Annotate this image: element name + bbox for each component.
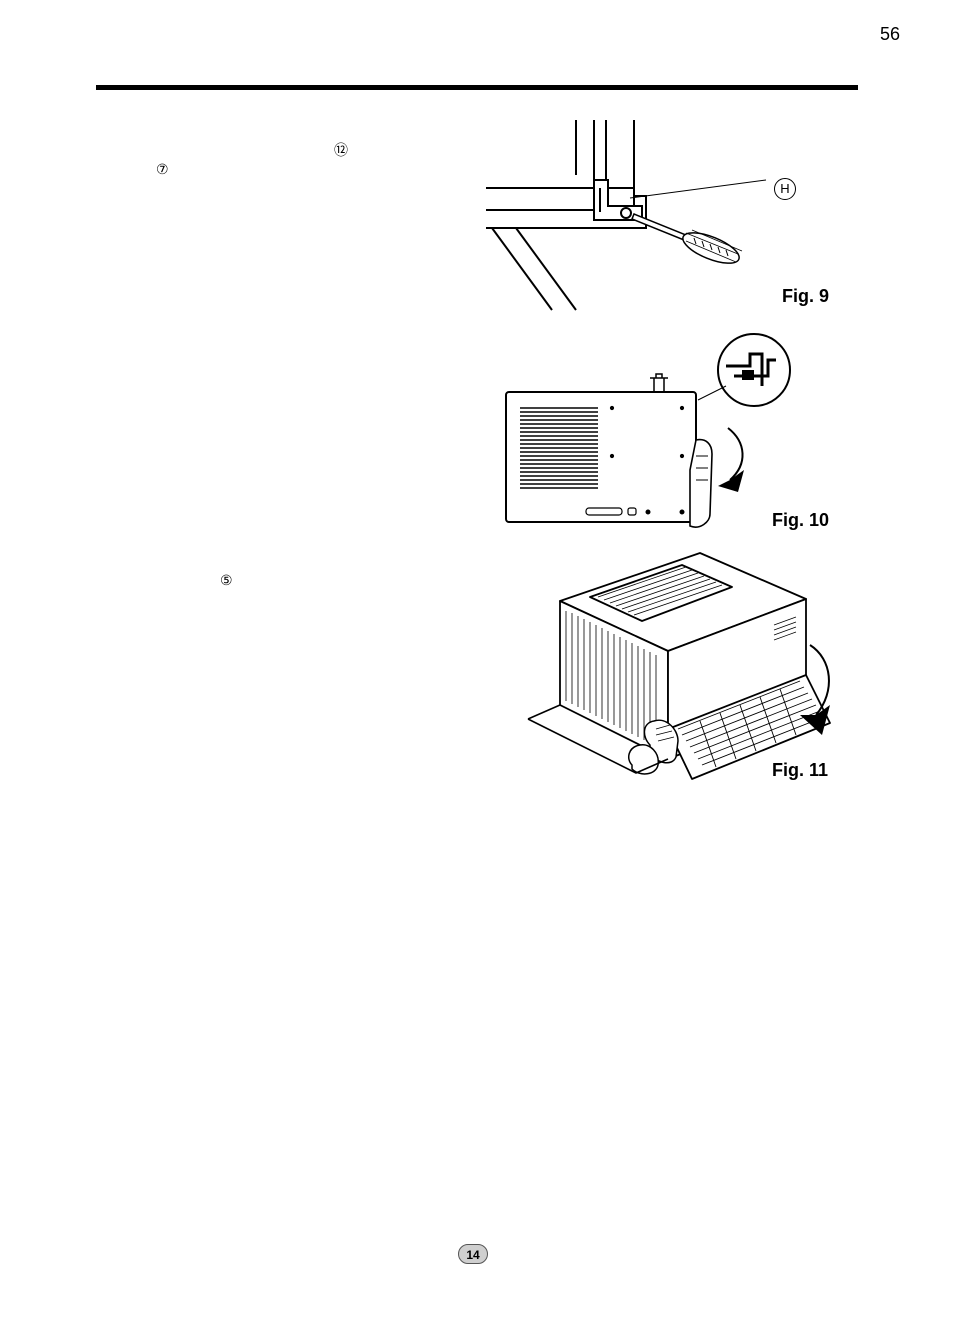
page-number-top: 56 [880,24,900,45]
figure-11-label: Fig. 11 [772,760,828,781]
page-number-badge: 14 [458,1244,488,1264]
figure-10-label: Fig. 10 [772,510,829,531]
figure-9-label: Fig. 9 [782,286,829,307]
page-root: 56 ⑦ ⑫ ⑤ [0,0,954,1342]
horizontal-rule [96,85,858,90]
circled-number-12: ⑫ [334,140,348,160]
figure-9: H [486,120,786,320]
figure-11 [500,545,840,795]
circled-number-5: ⑤ [220,570,233,590]
circled-number-7: ⑦ [156,159,169,179]
marker-h-circle: H [774,178,796,200]
figure-10 [486,330,816,540]
